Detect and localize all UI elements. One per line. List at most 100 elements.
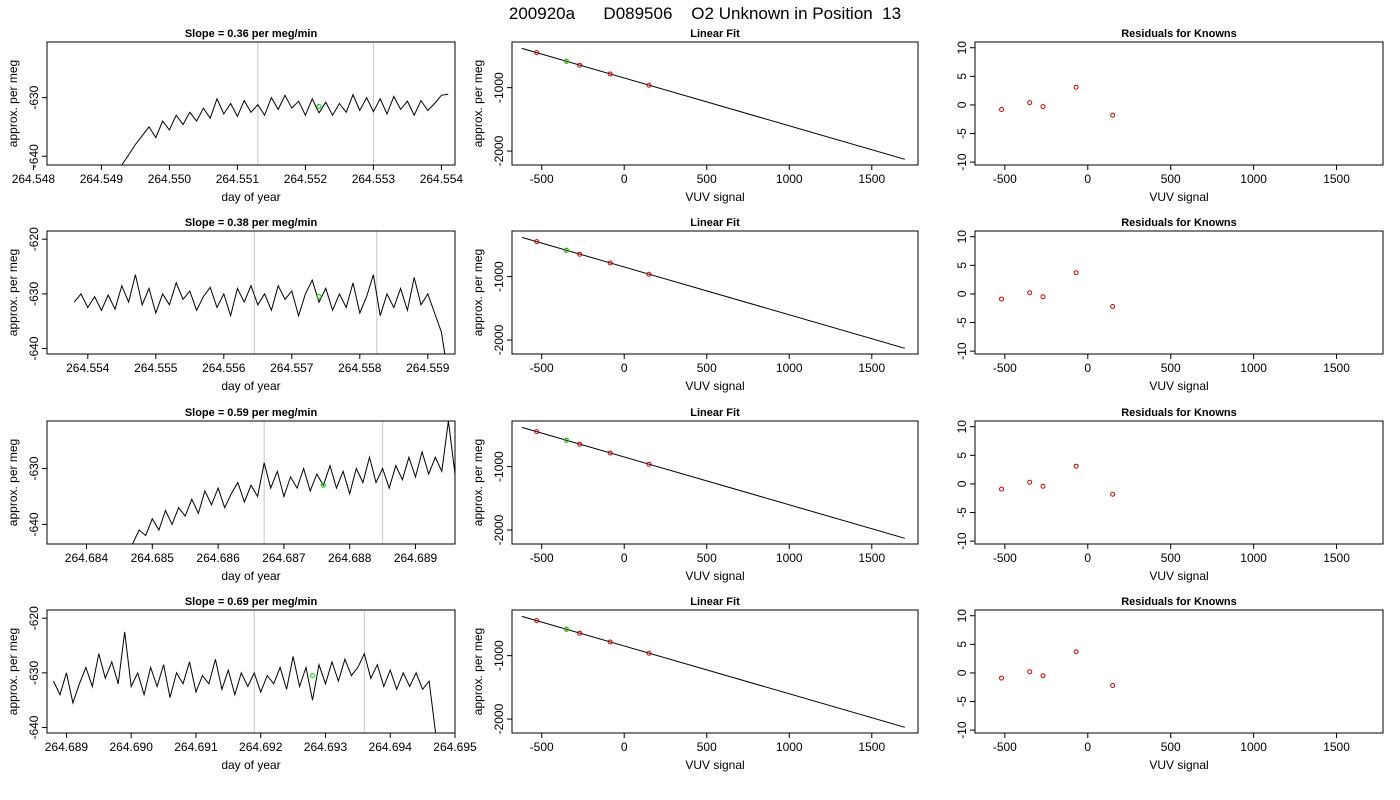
- fit-line: [521, 615, 905, 728]
- chart-title: Residuals for Knowns: [1121, 407, 1237, 419]
- x-tick-label: 264.692: [239, 740, 283, 754]
- y-tick-label: 10: [955, 420, 969, 434]
- x-tick-label: 264.554: [420, 172, 464, 186]
- plot-area: [999, 84, 1116, 118]
- x-tick-label: 1500: [858, 361, 885, 375]
- y-tick-label: -2000: [492, 514, 506, 545]
- x-tick-label: 264.558: [338, 361, 382, 375]
- y-axis-label: approx. per meg: [6, 60, 20, 147]
- plot-frame: [46, 609, 456, 734]
- data-point: [607, 71, 613, 77]
- chart-panel: Slope = 0.38 per meg/min 264.554 264.555 26…: [6, 217, 456, 393]
- data-point: [1040, 483, 1046, 489]
- x-axis-label: VUV signal: [685, 190, 744, 204]
- x-tick-label: 264.688: [328, 551, 372, 565]
- y-tick-label: -1000: [492, 72, 506, 103]
- x-tick-label: 264.554: [66, 361, 110, 375]
- chart-panel: Slope = 0.36 per meg/min 264.548 264.549 26…: [6, 28, 463, 204]
- x-tick-label: 264.553: [352, 172, 396, 186]
- panel-grid: Slope = 0.36 per meg/min 264.548 264.549 26…: [6, 28, 1384, 772]
- data-point: [999, 296, 1005, 302]
- plot-area: [999, 649, 1116, 689]
- x-axis-label: VUV signal: [1149, 569, 1208, 583]
- x-tick-label: -500: [993, 172, 1017, 186]
- x-tick-label: 0: [621, 551, 628, 565]
- plot-area: [521, 615, 905, 728]
- x-tick-label: 264.552: [284, 172, 328, 186]
- x-tick-label: 1500: [1323, 172, 1350, 186]
- data-point: [577, 441, 583, 447]
- x-tick-label: 0: [621, 740, 628, 754]
- data-point: [1073, 84, 1079, 90]
- x-axis-label: VUV signal: [1149, 190, 1208, 204]
- plot-area: [999, 463, 1116, 497]
- y-tick-label: -2000: [492, 703, 506, 734]
- x-axis-label: VUV signal: [1149, 758, 1208, 772]
- chart-panel: Residuals for Knowns -500 0 500 1000 1500 10 5 0…: [955, 28, 1384, 204]
- y-tick-label: -640: [27, 144, 41, 168]
- plot-frame: [511, 420, 919, 545]
- y-axis-label: approx. per meg: [6, 439, 20, 526]
- y-tick-label: -10: [955, 342, 969, 360]
- data-point: [999, 486, 1005, 492]
- x-axis-label: day of year: [221, 379, 280, 393]
- data-point: [1040, 104, 1046, 110]
- data-point: [1110, 304, 1116, 310]
- x-tick-label: 1500: [1323, 361, 1350, 375]
- series-line: [53, 631, 437, 733]
- data-point: [1027, 479, 1033, 485]
- data-point: [1073, 270, 1079, 276]
- x-tick-label: -500: [993, 551, 1017, 565]
- chart-title: Residuals for Knowns: [1121, 28, 1237, 40]
- plot-frame: [46, 41, 456, 166]
- x-axis-label: day of year: [221, 758, 280, 772]
- data-point: [563, 58, 569, 64]
- series-line: [73, 274, 446, 354]
- data-point: [1040, 294, 1046, 300]
- x-tick-label: 0: [621, 172, 628, 186]
- x-tick-label: 264.693: [304, 740, 348, 754]
- x-tick-label: 264.549: [80, 172, 124, 186]
- chart-title: Residuals for Knowns: [1121, 596, 1237, 608]
- x-tick-label: 264.690: [109, 740, 153, 754]
- plot-area: [53, 631, 437, 733]
- data-point: [534, 50, 540, 56]
- data-point: [1040, 673, 1046, 679]
- x-tick-label: 1500: [858, 740, 885, 754]
- y-tick-label: 10: [955, 230, 969, 244]
- plot-area: [121, 93, 449, 165]
- x-tick-label: 500: [1161, 361, 1181, 375]
- chart-title: Linear Fit: [690, 407, 740, 419]
- x-tick-label: 264.684: [65, 551, 109, 565]
- x-tick-label: 500: [697, 361, 717, 375]
- data-point: [577, 630, 583, 636]
- x-tick-label: 264.689: [394, 551, 438, 565]
- plot-frame: [974, 230, 1384, 355]
- y-tick-label: 0: [955, 480, 969, 487]
- x-tick-label: -500: [530, 361, 554, 375]
- plot-frame: [511, 230, 919, 355]
- x-tick-label: -500: [993, 361, 1017, 375]
- chart-panel: Linear Fit -500 0 500 1000 1500 -1000 -2000 VUV …: [471, 217, 919, 393]
- fit-line: [521, 236, 905, 349]
- data-point: [563, 247, 569, 253]
- x-tick-label: -500: [530, 551, 554, 565]
- plot-area: [73, 274, 446, 354]
- x-tick-label: 500: [1161, 740, 1181, 754]
- y-tick-label: 0: [955, 101, 969, 108]
- y-tick-label: 5: [955, 452, 969, 459]
- chart-panel: Linear Fit -500 0 500 1000 1500 -1000 -2000 VUV …: [471, 407, 919, 583]
- series-line: [132, 421, 455, 544]
- x-tick-label: 264.548: [12, 172, 56, 186]
- series-line: [121, 93, 449, 165]
- y-axis-label: approx. per meg: [471, 249, 485, 336]
- y-tick-label: -1000: [492, 451, 506, 482]
- x-tick-label: 264.551: [216, 172, 260, 186]
- y-tick-label: -10: [955, 721, 969, 739]
- y-tick-label: 5: [955, 73, 969, 80]
- data-point: [316, 294, 322, 300]
- x-tick-label: 1500: [1323, 551, 1350, 565]
- y-tick-label: 5: [955, 641, 969, 648]
- y-tick-label: 5: [955, 262, 969, 269]
- x-axis-label: VUV signal: [685, 379, 744, 393]
